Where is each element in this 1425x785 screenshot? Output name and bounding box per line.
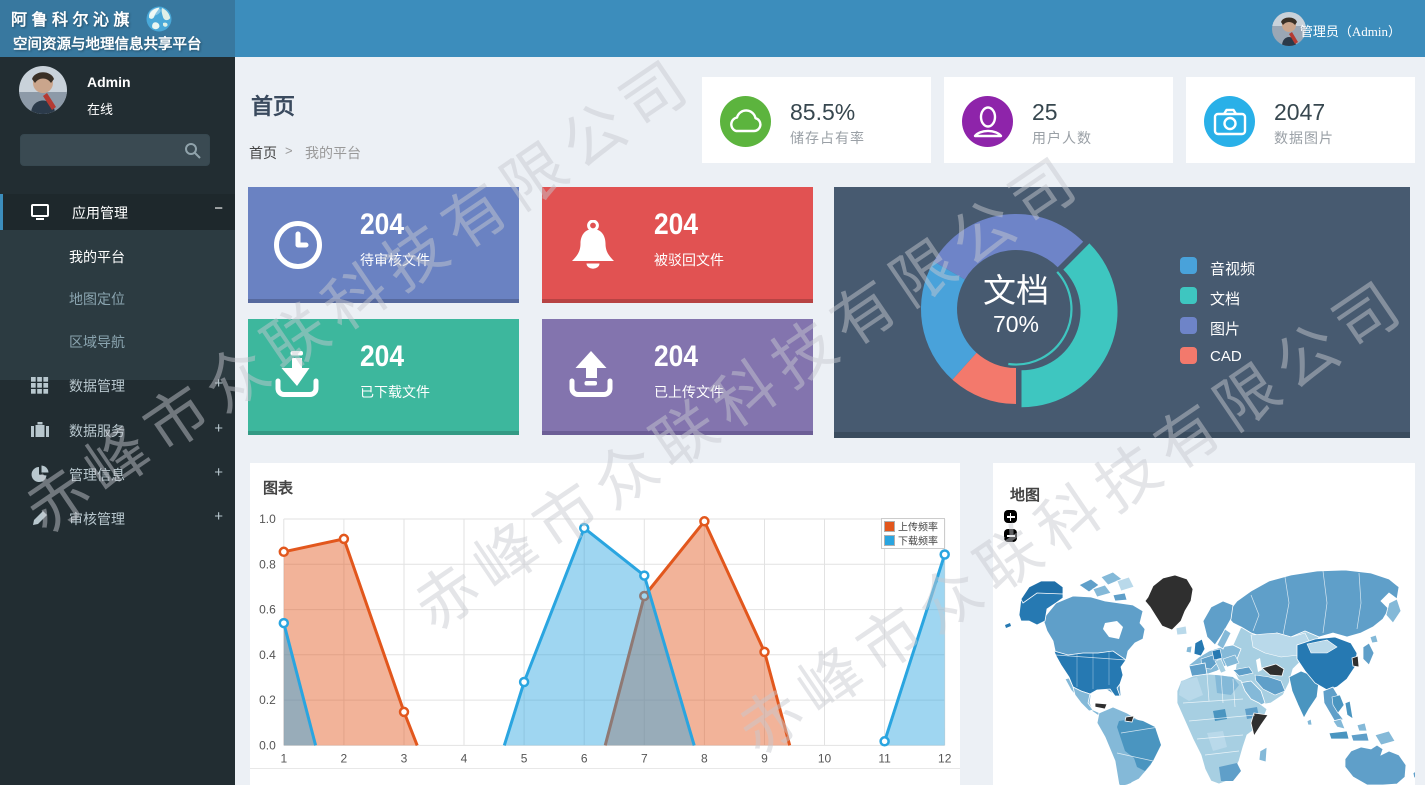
svg-text:3: 3: [401, 751, 408, 765]
svg-text:10: 10: [818, 751, 832, 765]
svg-text:2: 2: [341, 751, 348, 765]
svg-text:1: 1: [280, 751, 287, 765]
svg-text:8: 8: [701, 751, 708, 765]
svg-text:1.0: 1.0: [259, 512, 276, 526]
svg-text:9: 9: [761, 751, 768, 765]
svg-text:70%: 70%: [993, 311, 1039, 337]
svg-text:0.6: 0.6: [259, 603, 276, 617]
svg-text:6: 6: [581, 751, 588, 765]
svg-text:0.0: 0.0: [259, 738, 276, 752]
svg-text:下载频率: 下载频率: [898, 535, 938, 548]
svg-text:5: 5: [521, 751, 528, 765]
svg-text:11: 11: [878, 751, 891, 765]
svg-text:上传频率: 上传频率: [898, 521, 938, 534]
svg-text:12: 12: [938, 751, 952, 765]
svg-text:0.4: 0.4: [259, 648, 276, 662]
svg-text:0.2: 0.2: [259, 693, 276, 707]
svg-text:文档: 文档: [983, 273, 1049, 310]
svg-text:7: 7: [641, 751, 648, 765]
svg-text:0.8: 0.8: [259, 557, 276, 571]
svg-text:4: 4: [461, 751, 468, 765]
